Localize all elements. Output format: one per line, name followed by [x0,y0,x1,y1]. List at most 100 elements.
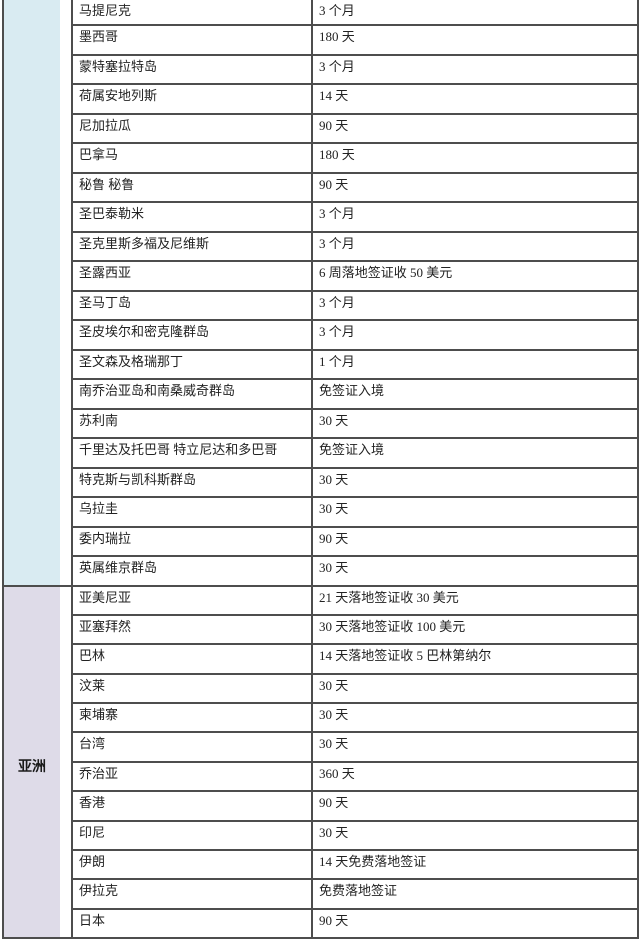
visa-duration-cell: 免签证入境 [319,442,385,457]
country-cell: 乔治亚 [73,762,313,791]
visa-duration-cell: 14 天 [319,88,349,103]
table-row: 台湾 30 天 [73,733,637,763]
visa-duration-cell: 90 天 [319,795,349,811]
table-row: 荷属安地列斯 14 天 [73,85,637,115]
country-cell: 秘鲁 秘鲁 [73,173,313,201]
country-cell: 香港 [73,792,313,820]
country-cell: 柬埔寨 [73,704,313,732]
visa-duration-cell: 14 天免费落地签证 [319,854,427,870]
table-row: 英属维京群岛 30 天 [73,557,637,587]
table-row: 香港 90 天 [73,792,637,822]
visa-duration-cell: 免费落地签证 [319,883,398,899]
country-cell: 日本 [73,909,313,938]
table-row: 印尼 30 天 [73,821,637,852]
visa-duration-cell: 90 天 [319,530,349,546]
country-cell: 乌拉圭 [73,498,313,526]
table-row: 秘鲁 秘鲁 90 天 [73,173,637,203]
visa-duration-cell: 180 天 [319,147,355,162]
visa-duration-cell: 3 个月 [319,235,355,251]
country-cell: 伊朗 [73,851,313,879]
visa-duration-cell: 3 个月 [319,3,355,18]
country-cell: 马提尼克 [73,0,313,24]
visa-duration-cell: 21 天落地签证收 30 美元 [319,589,459,605]
region-cell-asia: 亚洲 [4,586,60,938]
country-cell: 印尼 [73,821,313,850]
country-cell: 伊拉克 [73,880,313,908]
visa-duration-cell: 30 天 [319,824,349,840]
table-row: 日本 90 天 [73,909,637,940]
country-cell: 汶莱 [73,674,313,703]
table-row: 亚塞拜然 30 天落地签证收 100 美元 [73,615,637,646]
visa-duration-cell: 30 天 [319,471,349,487]
country-cell: 圣文森及格瑞那丁 [73,350,313,378]
visa-duration-cell: 90 天 [319,176,349,192]
country-cell: 圣皮埃尔和密克隆群岛 [73,321,313,349]
table-row: 圣巴泰勒米 3 个月 [73,203,637,233]
country-cell: 蒙特塞拉特岛 [73,55,313,83]
visa-duration-cell: 180 天 [319,29,355,44]
table-row: 巴拿马 180 天 [73,144,637,174]
country-cell: 委内瑞拉 [73,527,313,555]
country-cell: 圣克里斯多福及尼维斯 [73,232,313,260]
table-row: 乌拉圭 30 天 [73,498,637,528]
table-row: 乔治亚 360 天 [73,762,637,793]
country-cell: 荷属安地列斯 [73,85,313,113]
table-row: 苏利南 30 天 [73,409,637,439]
country-cell: 南乔治亚岛和南桑威奇群岛 [73,380,313,408]
table-row: 圣露西亚 6 周落地签证收 50 美元 [73,262,637,292]
visa-duration-cell: 6 周落地签证收 50 美元 [319,265,453,280]
country-cell: 英属维京群岛 [73,557,313,585]
visa-rows: 马提尼克 3 个月 墨西哥 180 天 蒙特塞拉特岛 3 个月 荷属安地列斯 1… [73,0,637,940]
country-cell: 苏利南 [73,409,313,437]
visa-duration-cell: 3 个月 [319,58,355,74]
visa-duration-cell: 3 个月 [319,206,355,221]
visa-duration-cell: 14 天落地签证收 5 巴林第纳尔 [319,648,492,664]
table-row: 汶莱 30 天 [73,674,637,705]
table-row: 圣皮埃尔和密克隆群岛 3 个月 [73,321,637,351]
table-row: 尼加拉瓜 90 天 [73,114,637,144]
country-cell: 特克斯与凯科斯群岛 [73,468,313,496]
section-divider-line [2,584,639,587]
country-cell: 台湾 [73,733,313,761]
table-row: 南乔治亚岛和南桑威奇群岛 免签证入境 [73,380,637,410]
table-row: 特克斯与凯科斯群岛 30 天 [73,468,637,498]
country-cell: 千里达及托巴哥 特立尼达和多巴哥 [73,439,313,467]
visa-duration-cell: 30 天 [319,412,349,428]
table-left-border [2,0,4,940]
table-bottom-border [2,937,639,940]
country-cell: 圣露西亚 [73,262,313,290]
visa-duration-cell: 1 个月 [319,353,355,369]
country-cell: 亚美尼亚 [73,586,313,614]
table-row: 伊朗 14 天免费落地签证 [73,851,637,881]
visa-duration-cell: 3 个月 [319,324,355,339]
visa-duration-cell: 90 天 [319,117,349,133]
visa-duration-cell: 3 个月 [319,294,355,310]
visa-duration-cell: 30 天 [319,501,349,516]
visa-table: 马提尼克 3 个月 墨西哥 180 天 蒙特塞拉特岛 3 个月 荷属安地列斯 1… [71,0,639,940]
table-row: 千里达及托巴哥 特立尼达和多巴哥 免签证入境 [73,439,637,469]
table-row: 圣马丁岛 3 个月 [73,291,637,321]
table-row: 圣克里斯多福及尼维斯 3 个月 [73,232,637,262]
table-row: 伊拉克 免费落地签证 [73,880,637,910]
visa-duration-cell: 30 天 [319,707,349,723]
table-row: 柬埔寨 30 天 [73,704,637,734]
table-row: 亚美尼亚 21 天落地签证收 30 美元 [73,586,637,616]
visa-duration-cell: 360 天 [319,765,355,781]
visa-duration-cell: 90 天 [319,912,349,928]
region-cell-top [4,0,60,585]
country-cell: 尼加拉瓜 [73,114,313,142]
visa-duration-cell: 30 天 [319,560,349,575]
table-row: 委内瑞拉 90 天 [73,527,637,557]
country-cell: 墨西哥 [73,26,313,54]
country-cell: 圣巴泰勒米 [73,203,313,231]
country-cell: 圣马丁岛 [73,291,313,319]
visa-duration-cell: 免签证入境 [319,383,385,398]
country-cell: 亚塞拜然 [73,615,313,644]
visa-duration-cell: 30 天 [319,736,349,752]
country-cell: 巴林 [73,645,313,673]
visa-duration-cell: 30 天 [319,677,349,693]
table-row: 墨西哥 180 天 [73,26,637,56]
table-row: 蒙特塞拉特岛 3 个月 [73,55,637,85]
table-row: 圣文森及格瑞那丁 1 个月 [73,350,637,380]
